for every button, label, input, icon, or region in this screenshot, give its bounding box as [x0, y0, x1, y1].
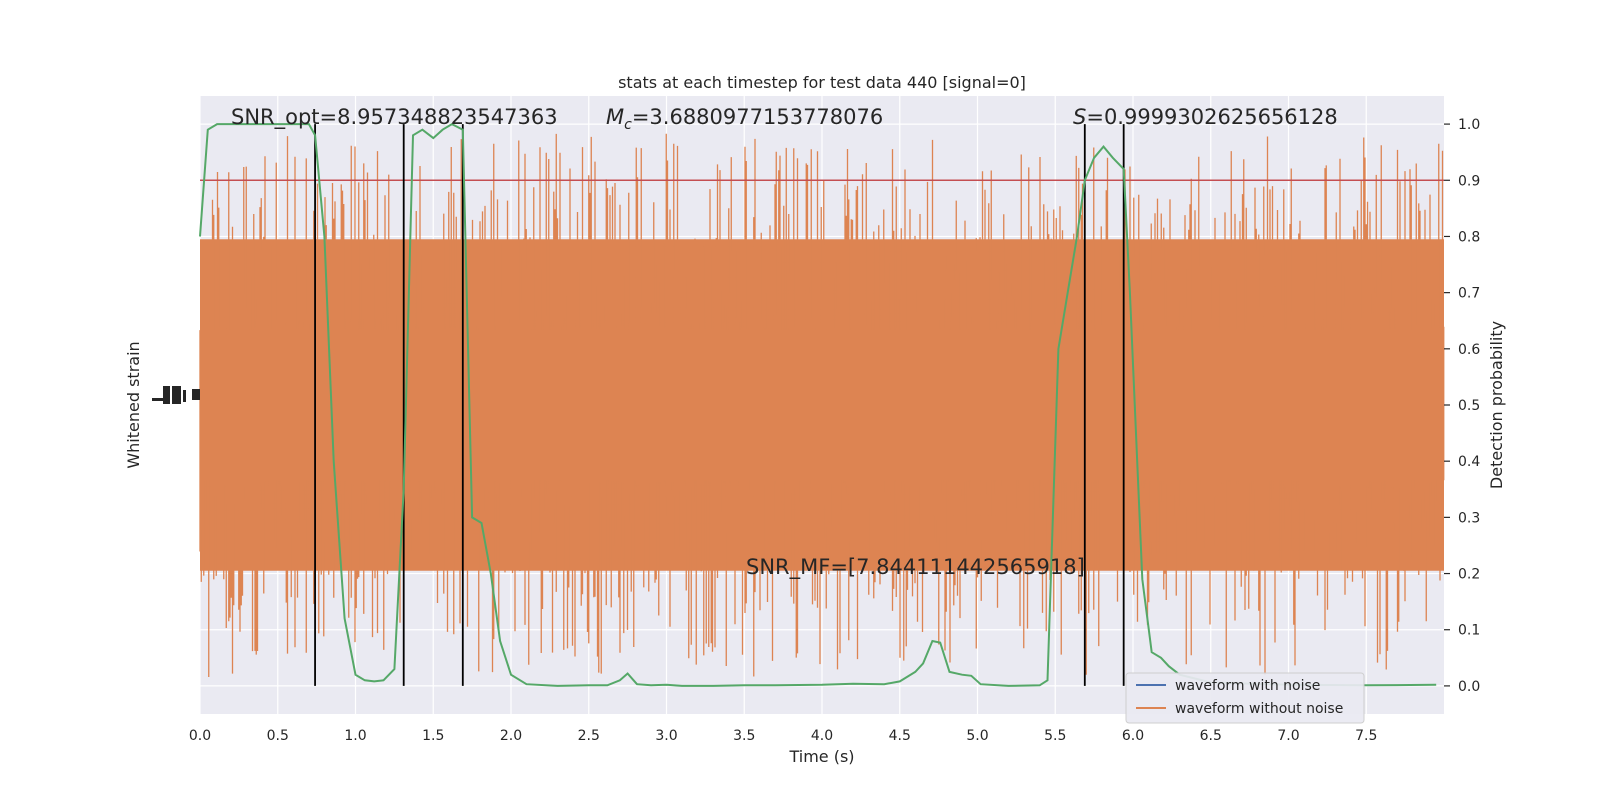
right-axis-label: Detection probability [1487, 321, 1506, 489]
x-tick-label: 3.0 [655, 728, 677, 744]
right-tick-label: 0.0 [1458, 679, 1480, 695]
x-tick-label: 0.5 [267, 728, 289, 744]
annotation-snr-mf: SNR_MF=[7.844111442565918] [746, 555, 1085, 580]
x-tick-label: 6.5 [1200, 728, 1222, 744]
x-tick-label: 4.0 [811, 728, 833, 744]
annotation-s: S=0.9999302625656128 [1073, 105, 1338, 129]
right-tick-label: 0.2 [1458, 567, 1480, 583]
x-axis-label: Time (s) [788, 747, 854, 766]
x-tick-label: 5.5 [1044, 728, 1066, 744]
legend-entry-clean: waveform without noise [1175, 701, 1343, 717]
right-axis: 0.0 0.1 0.2 0.3 0.4 0.5 0.6 0.7 0.8 0.9 1.0 [1444, 117, 1480, 695]
x-tick-label: 1.0 [344, 728, 366, 744]
right-tick-label: 1.0 [1458, 117, 1480, 133]
annotation-mc: Mc=3.6880977153778076 [606, 105, 883, 133]
probability-line [199, 122, 1437, 687]
left-axis-ticks [152, 386, 200, 404]
right-tick-label: 0.6 [1458, 342, 1480, 358]
x-tick-label: 7.0 [1277, 728, 1299, 744]
probability-series [199, 122, 1437, 687]
x-axis: 0.0 0.5 1.0 1.5 2.0 2.5 3.0 3.5 4.0 4.5 5.0 5.5 6.0 6… [189, 728, 1378, 744]
x-tick-label: 4.5 [889, 728, 911, 744]
noise-spikes [199, 133, 1445, 677]
x-tick-label: 2.0 [500, 728, 522, 744]
right-tick-label: 0.3 [1458, 510, 1480, 526]
x-tick-label: 1.5 [422, 728, 444, 744]
x-tick-label: 0.0 [189, 728, 211, 744]
right-tick-label: 0.1 [1458, 623, 1480, 639]
legend: waveform with noise waveform without noi… [1125, 672, 1365, 724]
vline-group [314, 124, 1125, 686]
right-tick-label: 0.8 [1458, 229, 1480, 245]
noise-waveform [199, 133, 1445, 677]
x-tick-label: 7.5 [1355, 728, 1377, 744]
annotation-snr-opt: SNR_opt=8.957348823547363 [231, 105, 558, 130]
x-tick-label: 5.0 [966, 728, 988, 744]
right-tick-label: 0.9 [1458, 173, 1480, 189]
x-tick-label: 3.5 [733, 728, 755, 744]
x-tick-label: 2.5 [578, 728, 600, 744]
legend-entry-noise: waveform with noise [1175, 678, 1320, 694]
right-tick-label: 0.7 [1458, 286, 1480, 302]
right-tick-label: 0.5 [1458, 398, 1480, 414]
left-axis-label: Whitened strain [124, 341, 143, 468]
right-tick-label: 0.4 [1458, 454, 1480, 470]
x-tick-label: 6.0 [1122, 728, 1144, 744]
chart-title: stats at each timestep for test data 440… [618, 73, 1026, 92]
legend-box [1125, 672, 1365, 724]
